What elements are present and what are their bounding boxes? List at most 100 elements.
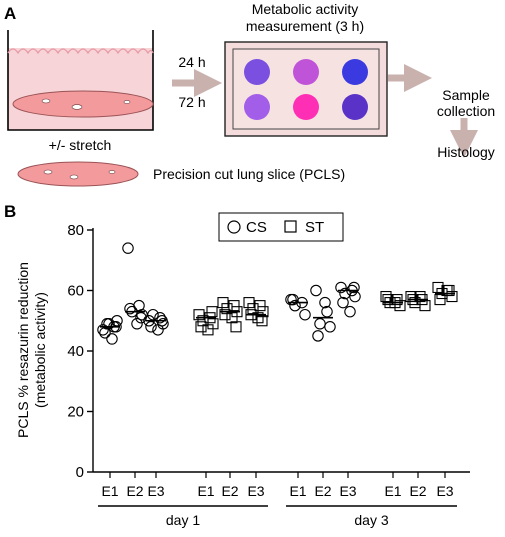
x-tick-label: E2 bbox=[126, 483, 143, 499]
slice-hole bbox=[71, 104, 83, 110]
data-point-circle bbox=[314, 318, 326, 330]
x-tick-label: E1 bbox=[384, 483, 401, 499]
pcls-slice bbox=[17, 161, 139, 187]
data-point-square bbox=[228, 300, 240, 312]
legend-label-st: ST bbox=[305, 219, 324, 236]
slice-hole bbox=[69, 174, 79, 180]
panel-a-letter: A bbox=[4, 4, 16, 23]
data-point-square bbox=[432, 281, 444, 294]
data-point-square bbox=[254, 300, 266, 312]
medium-surface bbox=[7, 48, 154, 55]
data-point-square bbox=[230, 321, 242, 333]
data-point-circle bbox=[349, 290, 361, 303]
well bbox=[342, 94, 368, 120]
slice-hole bbox=[43, 169, 53, 175]
slice-hole bbox=[108, 170, 116, 174]
data-point-square bbox=[202, 324, 214, 336]
data-point-square bbox=[391, 294, 403, 306]
data-point-square bbox=[405, 290, 417, 303]
data-point-square bbox=[219, 309, 231, 321]
pcls-legend-illustration bbox=[17, 161, 139, 187]
data-point-circle bbox=[287, 293, 299, 306]
x-tick-label: E1 bbox=[289, 483, 306, 499]
sample-collection-line-1: Sample bbox=[442, 87, 490, 103]
time-24h-label: 24 h bbox=[178, 54, 205, 70]
data-point-square bbox=[226, 312, 238, 324]
x-tick-label: E1 bbox=[101, 483, 118, 499]
data-point-circle bbox=[111, 314, 123, 327]
group-label: day 1 bbox=[166, 512, 200, 528]
data-point-circle bbox=[154, 311, 166, 324]
y-axis-label: PCLS % resazurin reduction (metabolic ac… bbox=[15, 262, 48, 438]
x-tick-label: E3 bbox=[339, 483, 356, 499]
data-point-square bbox=[243, 297, 255, 309]
legend-circle-marker bbox=[227, 220, 241, 234]
well-plate-illustration bbox=[224, 41, 388, 137]
data-point-circle bbox=[145, 321, 157, 333]
x-tick-label: E3 bbox=[247, 483, 264, 499]
y-tick-label: 0 bbox=[76, 464, 84, 481]
panel-a: A +/- stretch 24 h 72 h Metabolic activi… bbox=[4, 1, 495, 187]
measurement-title-line-2: measurement (3 h) bbox=[246, 18, 364, 34]
data-point-circle bbox=[131, 318, 143, 330]
data-point-square bbox=[217, 297, 229, 309]
pcls-slice-in-dish bbox=[12, 90, 154, 118]
data-point-circle bbox=[124, 302, 136, 315]
y-tick-label: 80 bbox=[67, 222, 84, 239]
data-point-square bbox=[195, 321, 207, 333]
data-point-circle bbox=[312, 330, 324, 342]
data-point-circle bbox=[135, 311, 147, 324]
data-point-circle bbox=[97, 324, 109, 336]
slice-hole bbox=[123, 100, 131, 104]
x-tick-label: E2 bbox=[409, 483, 426, 499]
time-72h-label: 72 h bbox=[178, 94, 205, 110]
data-point-circle bbox=[321, 305, 333, 318]
histology-label: Histology bbox=[437, 144, 495, 160]
well bbox=[244, 59, 270, 85]
x-tick-label: E2 bbox=[314, 483, 331, 499]
legend-box bbox=[218, 212, 344, 242]
data-point-square bbox=[382, 294, 394, 306]
stretch-label: +/- stretch bbox=[49, 137, 112, 153]
data-point-circle bbox=[324, 321, 336, 333]
pcls-label: Precision cut lung slice (PCLS) bbox=[153, 166, 345, 182]
data-point-square bbox=[419, 300, 431, 312]
culture-dish-illustration bbox=[7, 30, 154, 131]
legend-label-cs: CS bbox=[246, 219, 267, 236]
dish-wall bbox=[7, 30, 154, 131]
data-point-square bbox=[193, 309, 205, 321]
data-point-square bbox=[441, 284, 453, 297]
data-point-circle bbox=[344, 305, 356, 318]
panel-b-letter: B bbox=[4, 202, 16, 221]
data-point-circle bbox=[299, 308, 311, 321]
well bbox=[293, 94, 319, 120]
x-tick-label: E2 bbox=[221, 483, 238, 499]
data-point-circle bbox=[335, 281, 347, 294]
culture-medium bbox=[8, 48, 153, 130]
y-tick-label: 60 bbox=[67, 283, 84, 300]
legend: CS ST bbox=[218, 212, 344, 242]
measurement-title-line-1: Metabolic activity bbox=[252, 1, 359, 17]
x-tick-label: E1 bbox=[197, 483, 214, 499]
data-point-circle bbox=[289, 299, 301, 312]
sample-collection-line-2: collection bbox=[437, 103, 495, 119]
data-point-square bbox=[380, 290, 392, 303]
data-point-square bbox=[414, 290, 426, 303]
x-tick-label: E3 bbox=[147, 483, 164, 499]
data-point-circle bbox=[310, 284, 322, 297]
y-tick-label: 40 bbox=[67, 343, 84, 360]
well bbox=[342, 59, 368, 85]
y-axis-label-line-1: PCLS % resazurin reduction bbox=[15, 262, 31, 438]
y-tick-label: 20 bbox=[67, 404, 84, 421]
y-axis-label-line-2: (metabolic activity) bbox=[32, 292, 48, 408]
data-point-circle bbox=[147, 308, 159, 321]
legend-square-marker bbox=[284, 220, 297, 233]
well bbox=[293, 59, 319, 85]
data-point-circle bbox=[103, 318, 115, 330]
x-tick-label: E3 bbox=[436, 483, 453, 499]
data-point-circle bbox=[348, 281, 360, 294]
data-point-square bbox=[252, 312, 264, 324]
data-point-circle bbox=[337, 296, 349, 309]
